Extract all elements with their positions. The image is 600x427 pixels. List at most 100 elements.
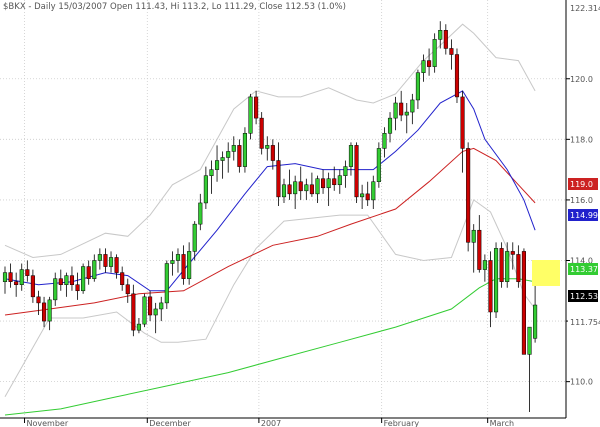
candle-body [92,260,97,279]
candle [192,221,197,261]
value-tag-close-box [568,290,598,302]
candle [231,136,236,161]
candle [354,142,359,203]
value-tag-close: 112.53 [570,292,598,301]
candle [510,242,515,270]
candle-body [136,323,141,331]
candle-body [387,117,393,134]
candle-body [214,160,220,170]
candle-body [42,302,47,322]
y-tick-label: 120.0 [570,75,593,84]
grid-lines [0,0,566,418]
candle [521,248,526,355]
candle-body [114,257,119,273]
candle-body [131,293,136,331]
candle-body [304,184,309,192]
candle [415,69,420,110]
x-tick-label: February [384,419,420,427]
candle [460,90,465,173]
ma-mid-line [4,147,536,316]
candle [265,136,270,161]
candle [410,93,415,125]
candlesticks [2,21,538,412]
candle-body [97,254,102,261]
candle-body [69,275,75,285]
highlight-box [532,260,560,286]
candle-body [19,269,24,285]
x-tick-label: 2007 [261,419,281,427]
candle [505,242,510,288]
candle [237,139,242,173]
candle-body [449,48,454,55]
candle [432,33,437,73]
candle [75,272,80,300]
candle [64,272,69,297]
candle-body [488,260,493,313]
candle [427,48,432,76]
chart-header: $BKX - Daily 15/03/2007 Open 111.43, Hi … [3,2,346,12]
candle-body [466,148,471,243]
candle [242,127,247,173]
candle [371,175,376,209]
value-tag-long: 113.374 [570,265,600,274]
y-tick-label: 118.0 [570,135,593,144]
candle [136,318,141,334]
bollinger-bands [4,23,536,398]
candle [516,245,521,288]
candle-body [170,260,175,264]
candle [477,215,482,273]
candle [321,169,326,194]
candle [348,142,354,176]
candle-body [371,181,376,201]
candle-body [103,254,108,267]
y-tick-label: 110.0 [570,378,593,387]
candle [108,251,114,273]
candle-body [393,102,398,119]
candle-body [360,193,365,198]
candle-body [432,39,437,67]
candle-body [203,175,208,204]
candle [454,48,460,103]
candle-body [421,60,426,73]
axes [0,0,567,419]
candle [488,251,493,328]
candle-body [499,248,504,282]
candle [120,266,125,291]
candle [421,54,426,82]
candle [248,93,253,140]
candle [30,269,35,303]
candle [47,296,52,331]
candle [25,260,30,282]
candle-body [454,54,460,98]
candle [365,181,370,206]
candle-body [443,30,448,49]
candle-body [248,96,253,134]
candle-body [471,229,476,243]
x-tick-label: March [490,419,514,427]
candle-body [477,229,482,270]
candle-body [460,96,465,149]
value-tag-mid-box [568,178,598,190]
candle [175,248,181,273]
candle-body [482,260,487,270]
candle-body [427,60,432,67]
candle [393,96,398,131]
candle-body [153,308,158,316]
candle [293,175,298,209]
value-tag-low-box [568,316,598,328]
candle [387,112,393,143]
candle [69,266,75,291]
candle [58,269,63,291]
candle-body [25,269,30,276]
candle-body [293,181,298,195]
candle [220,151,225,179]
y-tick-label: 114.0 [570,256,593,265]
candle [36,290,41,316]
candle-body [142,296,147,325]
candle [343,160,348,188]
value-tag-high: 122.314 [570,4,600,13]
candle [443,24,448,55]
candle [298,166,303,200]
candle [493,242,499,319]
